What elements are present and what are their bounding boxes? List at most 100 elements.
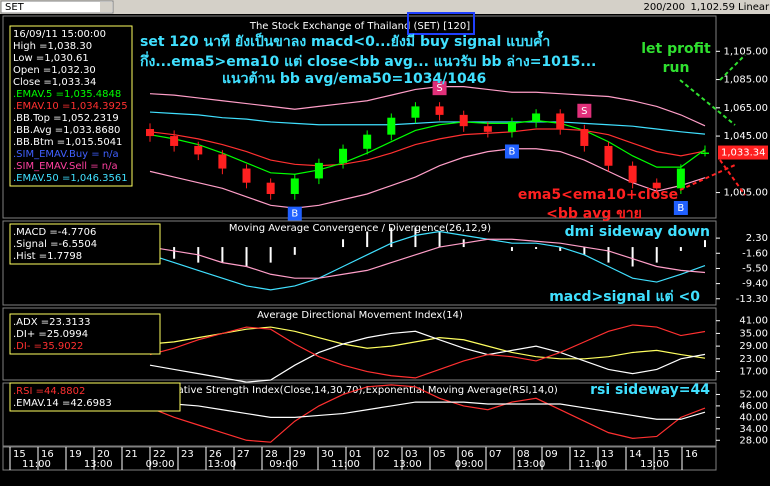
line [149, 324, 706, 379]
y-tick-label: -13.30 [736, 294, 768, 305]
time-label: 13:00 [517, 459, 546, 470]
date-axis [2, 446, 717, 471]
toolbar [0, 0, 770, 14]
readout: .SIM_EMAV.Sell = n/a [13, 161, 118, 172]
arrow [679, 79, 736, 126]
y-tick-label: 1,045.00 [723, 131, 768, 142]
time-label: 13:00 [640, 459, 669, 470]
last-price-box [718, 145, 768, 160]
candle-body [556, 113, 565, 130]
date-label: 09 [545, 449, 558, 460]
date-label: 01 [349, 449, 362, 460]
note: rsi sideway=44 [590, 382, 710, 398]
date-label: 29 [293, 449, 306, 460]
readout-box [9, 25, 133, 187]
candle-body [266, 182, 275, 194]
time-label: 11:00 [331, 459, 360, 470]
date-label: 26 [209, 449, 222, 460]
readout: .ADX =23.3133 [13, 317, 90, 328]
candle-body [314, 162, 323, 179]
last-price: 1,033.34 [721, 148, 766, 159]
readout: Close =1,033.34 [13, 77, 96, 88]
y-tick-label: 34.00 [739, 424, 768, 435]
date-label: 22 [153, 449, 166, 460]
candle-body [580, 129, 589, 146]
y-tick-label: 29.00 [739, 341, 768, 352]
y-tick-label: 52.00 [739, 389, 768, 400]
time-label: 13:00 [84, 459, 113, 470]
date-label: 15 [13, 449, 26, 460]
y-tick-label: 1,085.00 [723, 75, 768, 86]
line [149, 384, 706, 443]
candle-body [652, 182, 661, 189]
date-label: 16 [685, 449, 698, 460]
date-label: 13 [601, 449, 614, 460]
time-label: 09:00 [269, 459, 298, 470]
date-label: 30 [321, 449, 334, 460]
arrow [719, 159, 746, 196]
date-label: 03 [405, 449, 418, 460]
candle-body [218, 154, 227, 169]
line [149, 238, 706, 279]
candle-body [459, 114, 468, 127]
y-tick-label: 40.00 [739, 412, 768, 423]
date-label: 16 [41, 449, 54, 460]
time-label: 13:00 [393, 459, 422, 470]
time-label: 09:00 [146, 459, 175, 470]
candle-body [483, 126, 492, 132]
signal-box [504, 144, 519, 159]
candle-body [242, 168, 251, 183]
readout: .Signal =-6.5504 [13, 239, 97, 250]
candle-body [676, 168, 685, 189]
symbol-box[interactable] [0, 0, 114, 14]
candle-body [628, 165, 637, 183]
line [149, 119, 706, 175]
readout: .Hist =1.7798 [13, 251, 82, 262]
note: กึ่ง...ema5>ema10 แต่ close<bb avg... แน… [139, 51, 596, 70]
time-label: 11:00 [578, 459, 607, 470]
date-label: 23 [181, 449, 194, 460]
readout: High =1,038.30 [13, 41, 92, 52]
note: let profit [641, 41, 711, 57]
note: set 120 นาที ยังเป็นขาลง macd<0...ยังมี … [140, 30, 550, 50]
time-label: 13:00 [207, 459, 236, 470]
signal: S [581, 106, 587, 117]
date-label: 02 [377, 449, 390, 460]
candle-body [701, 152, 709, 155]
plots: 1,105.00 1,085.00 1,065.00 1,045.00 1,005.00… [2, 15, 768, 471]
readout: .DI+ =25.0994 [13, 329, 88, 340]
signal: B [677, 203, 684, 214]
readout-box [9, 223, 161, 265]
date-label: 08 [517, 449, 530, 460]
signal-box [287, 206, 302, 221]
y-tick-label: -5.50 [742, 263, 768, 274]
date-label: 28 [265, 449, 278, 460]
date-label: 06 [461, 449, 474, 460]
candle-body [194, 145, 203, 155]
range: 200/200 [643, 2, 685, 13]
note: run [663, 60, 690, 76]
candle-body [411, 106, 420, 118]
candle-body [387, 117, 396, 135]
readout: .BB.Top =1,052.2319 [13, 113, 119, 124]
note: macd>signal แต่ <0 [549, 289, 700, 305]
price: 1,102.59 [690, 2, 735, 13]
note: แนวต้าน bb avg/ema50=1034/1046 [222, 71, 486, 87]
readout: .BB.Avg =1,033.8680 [13, 125, 120, 136]
candle-body [532, 113, 541, 122]
line [149, 86, 706, 127]
panel-title: Average Directional Movement Index(14) [257, 310, 463, 321]
readout: .DI- =35.9022 [13, 341, 83, 352]
candle-body [507, 121, 516, 132]
y-tick-label: -9.40 [742, 279, 768, 290]
readout: .BB.Btm =1,015.5041 [13, 137, 122, 148]
y-tick-label: 35.00 [739, 328, 768, 339]
arrow [719, 54, 746, 81]
dropdown[interactable] [100, 2, 112, 12]
date-label: 07 [489, 449, 502, 460]
date-label: 21 [125, 449, 138, 460]
line [149, 401, 706, 420]
readout: .EMAV.50 =1,046.3561 [13, 173, 128, 184]
line [149, 326, 706, 360]
